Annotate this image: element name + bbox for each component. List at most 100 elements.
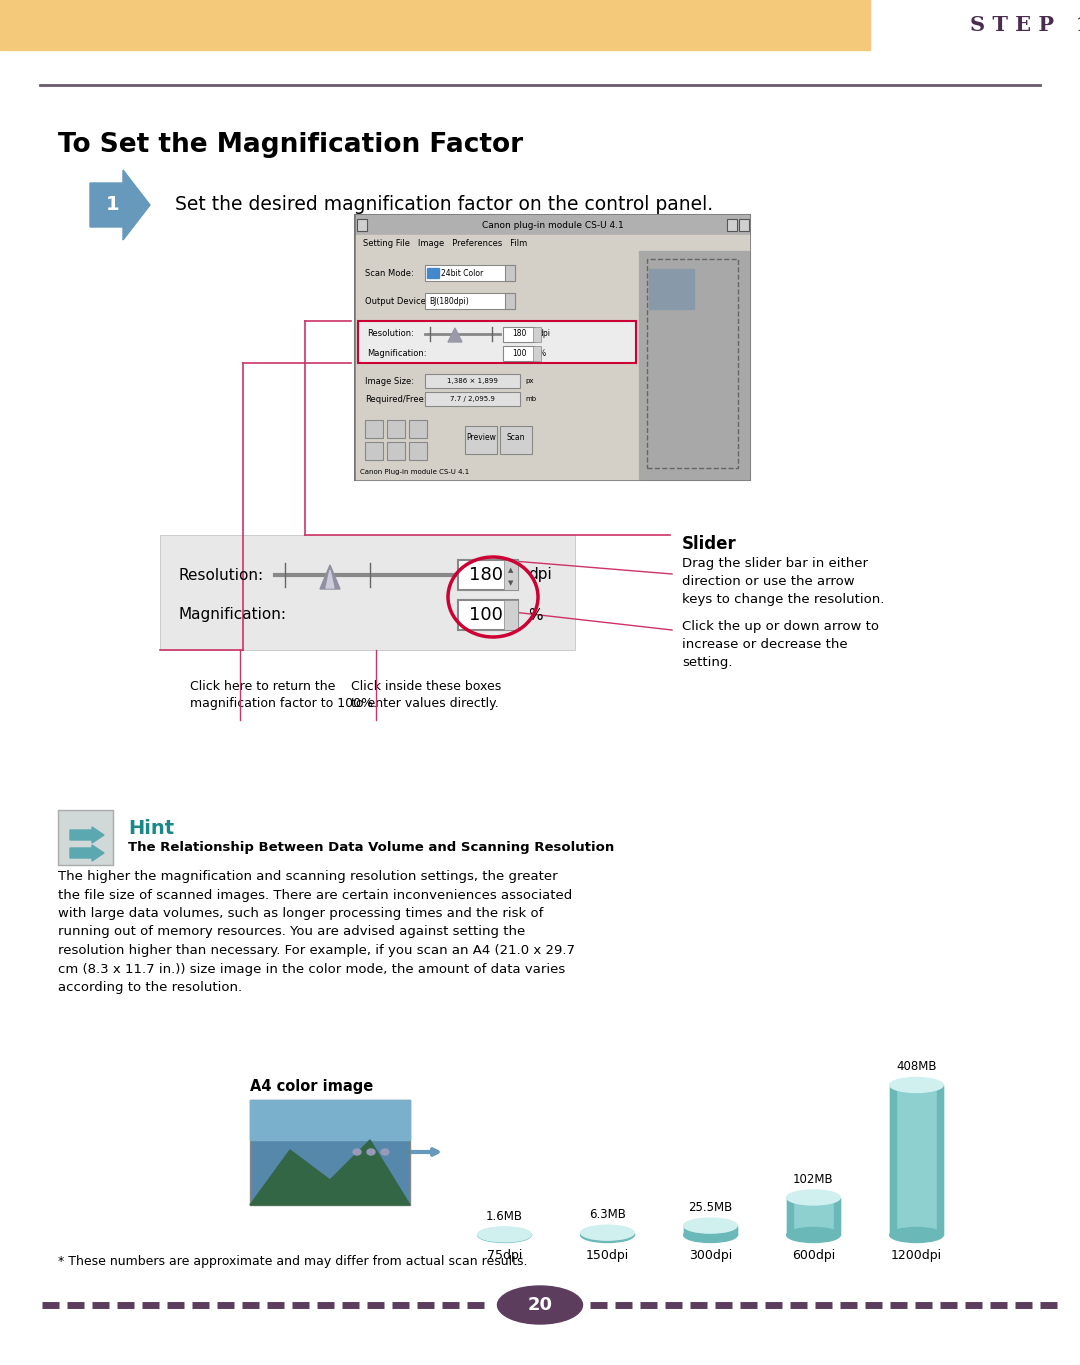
FancyBboxPatch shape <box>458 601 518 631</box>
Ellipse shape <box>684 1227 738 1242</box>
Bar <box>356 216 750 235</box>
Ellipse shape <box>477 1227 531 1242</box>
Text: Resolution:: Resolution: <box>178 568 264 583</box>
Ellipse shape <box>381 1149 389 1155</box>
Text: 180: 180 <box>469 566 503 584</box>
Text: 25.5MB: 25.5MB <box>688 1201 732 1213</box>
Text: Scan Mode:: Scan Mode: <box>365 269 414 277</box>
Bar <box>739 218 750 231</box>
Text: To Set the Magnification Factor: To Set the Magnification Factor <box>58 132 523 158</box>
Text: Click the up or down arrow to
increase or decrease the
setting.: Click the up or down arrow to increase o… <box>681 620 879 669</box>
FancyBboxPatch shape <box>503 328 535 343</box>
Text: 102MB: 102MB <box>793 1173 834 1186</box>
Ellipse shape <box>890 1227 943 1242</box>
Text: Output Device:: Output Device: <box>365 296 429 306</box>
Text: 24bit Color: 24bit Color <box>441 269 483 277</box>
Text: 100: 100 <box>469 606 503 624</box>
Bar <box>786 1197 840 1235</box>
Text: 180: 180 <box>512 329 526 339</box>
Text: Image Size:: Image Size: <box>365 377 414 385</box>
Ellipse shape <box>786 1190 840 1205</box>
Bar <box>409 420 427 438</box>
FancyBboxPatch shape <box>503 345 535 360</box>
Text: 1,386 × 1,899: 1,386 × 1,899 <box>446 378 498 384</box>
Polygon shape <box>448 328 462 343</box>
Text: dpi: dpi <box>539 329 551 339</box>
Bar <box>581 1233 634 1235</box>
Ellipse shape <box>786 1227 840 1242</box>
FancyBboxPatch shape <box>426 392 519 405</box>
Ellipse shape <box>581 1227 634 1242</box>
Bar <box>504 560 518 590</box>
FancyBboxPatch shape <box>500 426 532 455</box>
Bar <box>504 601 518 631</box>
Text: 1.6MB: 1.6MB <box>486 1209 523 1223</box>
Ellipse shape <box>498 1286 582 1324</box>
Text: Slider: Slider <box>681 535 737 553</box>
Ellipse shape <box>684 1218 738 1233</box>
Text: Click here to return the
magnification factor to 100%.: Click here to return the magnification f… <box>190 680 377 710</box>
FancyBboxPatch shape <box>458 560 518 590</box>
Polygon shape <box>320 565 340 590</box>
Bar <box>834 1197 840 1235</box>
Text: 150dpi: 150dpi <box>585 1249 629 1261</box>
Text: 408MB: 408MB <box>896 1061 936 1073</box>
Text: ▼: ▼ <box>509 580 514 586</box>
Text: %: % <box>539 348 546 358</box>
Text: 1200dpi: 1200dpi <box>891 1249 942 1261</box>
Text: Canon Plug-in module CS-U 4.1: Canon Plug-in module CS-U 4.1 <box>360 470 469 475</box>
Bar <box>249 1100 410 1140</box>
Bar <box>356 235 750 251</box>
Bar <box>727 218 737 231</box>
Bar <box>647 259 738 468</box>
Bar <box>890 1085 943 1235</box>
Text: 1: 1 <box>106 195 120 214</box>
Bar <box>505 293 515 308</box>
Bar <box>731 1226 738 1235</box>
Bar <box>356 251 640 479</box>
Ellipse shape <box>581 1226 634 1241</box>
Bar <box>786 1197 793 1235</box>
Text: 100: 100 <box>512 348 526 358</box>
Bar <box>936 1085 943 1235</box>
FancyBboxPatch shape <box>426 265 515 281</box>
Text: 6.3MB: 6.3MB <box>589 1208 626 1222</box>
Bar <box>684 1226 738 1235</box>
Bar <box>639 251 750 479</box>
Bar <box>627 1233 634 1235</box>
Bar <box>534 328 541 343</box>
Text: Magnification:: Magnification: <box>367 348 427 358</box>
FancyBboxPatch shape <box>426 293 515 308</box>
FancyBboxPatch shape <box>426 374 519 388</box>
Bar <box>387 442 405 460</box>
Bar <box>249 1100 410 1205</box>
Bar <box>365 420 383 438</box>
Text: A4 color image: A4 color image <box>249 1080 374 1095</box>
Bar <box>581 1233 588 1235</box>
Text: 300dpi: 300dpi <box>689 1249 732 1261</box>
Text: The higher the magnification and scanning resolution settings, the greater
the f: The higher the magnification and scannin… <box>58 870 575 994</box>
Bar <box>890 1085 896 1235</box>
Bar <box>534 345 541 360</box>
Bar <box>357 218 367 231</box>
Bar <box>409 442 427 460</box>
Text: Drag the slider bar in either
direction or use the arrow
keys to change the reso: Drag the slider bar in either direction … <box>681 557 885 606</box>
Polygon shape <box>326 571 334 588</box>
Bar <box>365 442 383 460</box>
Text: 20: 20 <box>527 1295 553 1314</box>
Text: BJ(180dpi): BJ(180dpi) <box>429 296 469 306</box>
Text: 75dpi: 75dpi <box>487 1249 522 1261</box>
Text: %: % <box>528 607 542 622</box>
Polygon shape <box>249 1140 410 1205</box>
Text: Setting File   Image   Preferences   Film: Setting File Image Preferences Film <box>363 239 527 247</box>
Bar <box>684 1226 690 1235</box>
Ellipse shape <box>353 1149 361 1155</box>
Text: Canon plug-in module CS-U 4.1: Canon plug-in module CS-U 4.1 <box>482 221 623 229</box>
Text: mb: mb <box>525 396 536 403</box>
FancyArrow shape <box>70 845 104 861</box>
FancyBboxPatch shape <box>465 426 497 455</box>
Text: 600dpi: 600dpi <box>792 1249 835 1261</box>
Text: ▲: ▲ <box>509 566 514 573</box>
Bar <box>649 269 694 308</box>
Text: The Relationship Between Data Volume and Scanning Resolution: The Relationship Between Data Volume and… <box>129 841 615 854</box>
